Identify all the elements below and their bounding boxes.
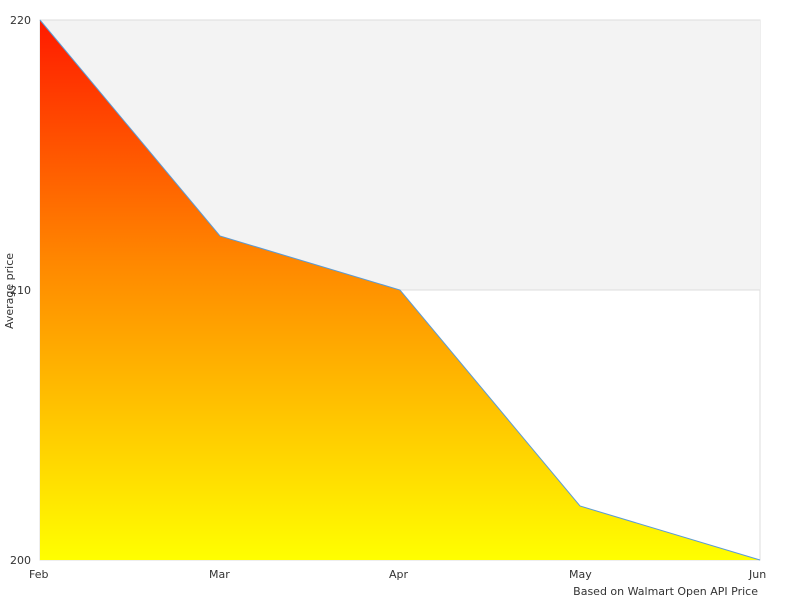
x-tick-label: Mar — [209, 568, 230, 581]
x-tick-label: Apr — [389, 568, 409, 581]
x-axis: Feb Mar Apr May Jun — [29, 568, 766, 581]
x-tick-label: Feb — [29, 568, 48, 581]
y-tick-label: 210 — [10, 284, 31, 297]
y-tick-label: 200 — [10, 554, 31, 567]
y-tick-label: 220 — [10, 14, 31, 27]
credit-text: Based on Walmart Open API Price — [573, 585, 758, 598]
y-axis: 200 210 220 — [10, 14, 31, 567]
y-axis-title: Average price — [3, 253, 16, 329]
series-line — [39, 19, 761, 561]
x-tick-label: Jun — [748, 568, 766, 581]
x-tick-label: May — [569, 568, 592, 581]
